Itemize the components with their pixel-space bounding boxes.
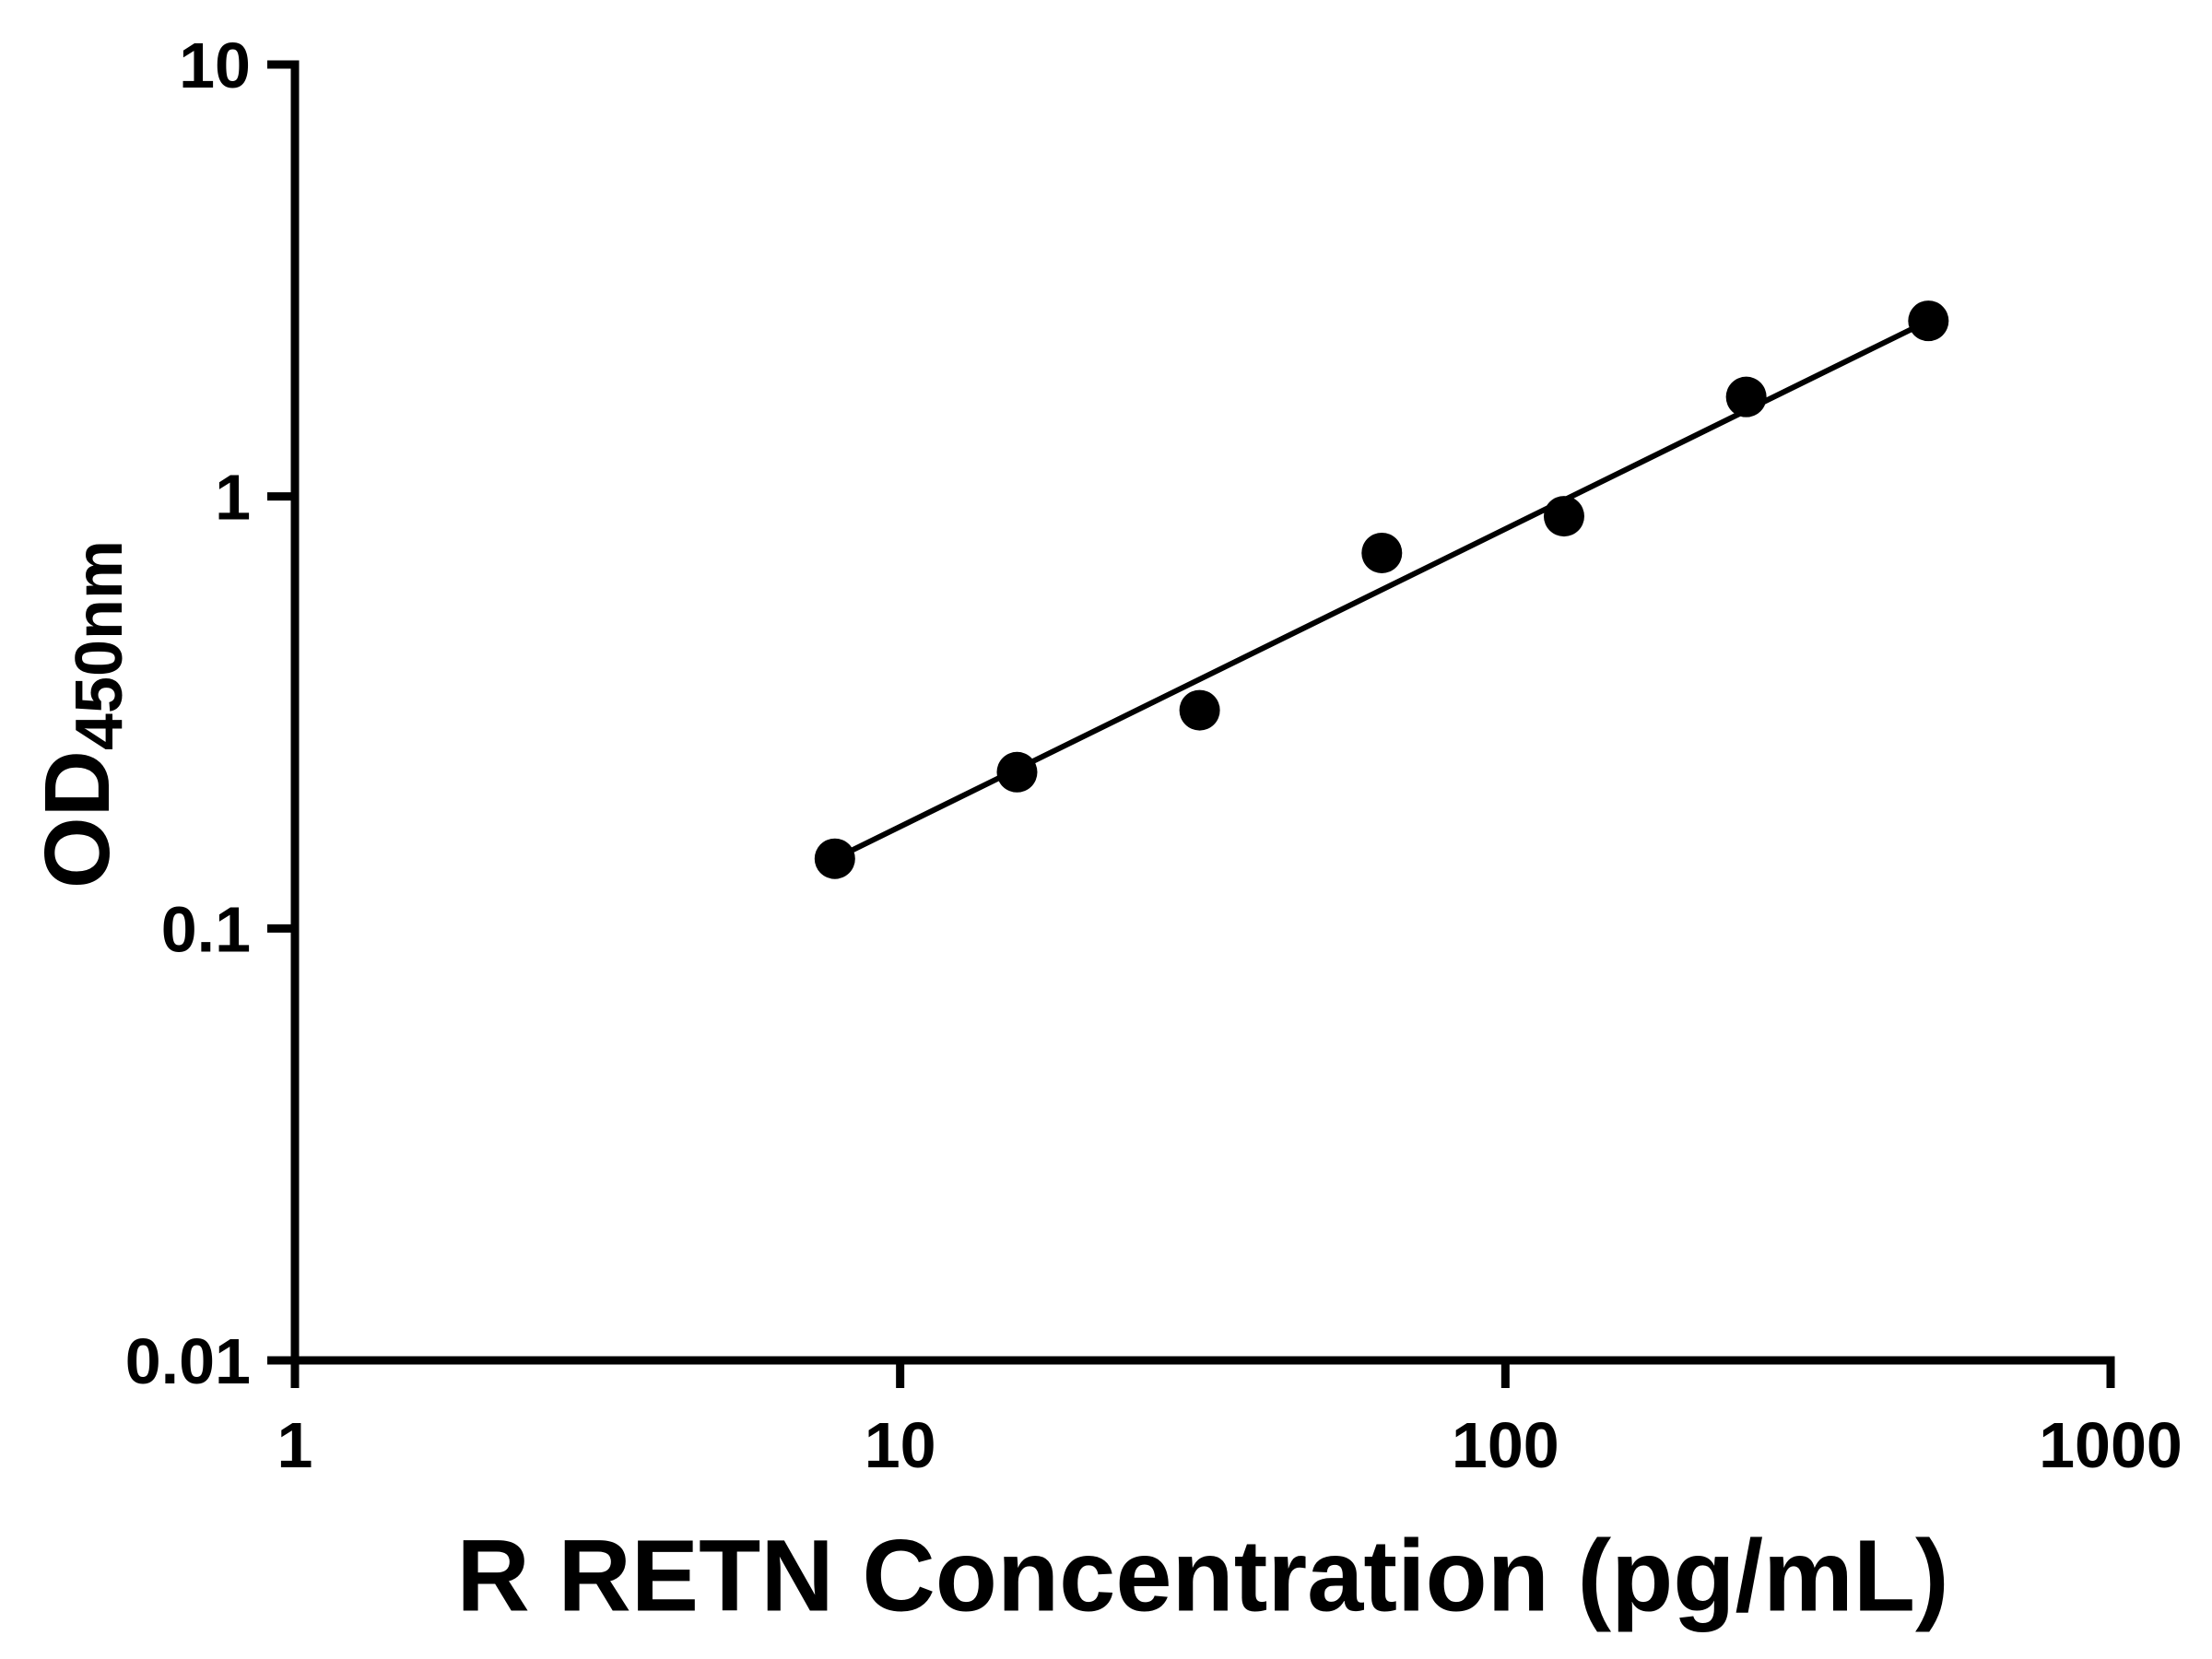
data-point bbox=[1908, 300, 1949, 342]
x-tick-label: 10 bbox=[865, 1409, 936, 1481]
y-axis-title-subscript: 450nm bbox=[63, 539, 136, 751]
data-point bbox=[814, 838, 855, 879]
data-point bbox=[1179, 689, 1220, 731]
x-tick-label: 100 bbox=[1452, 1409, 1559, 1481]
y-axis-title: OD450nm bbox=[25, 540, 137, 888]
data-point bbox=[1361, 532, 1403, 573]
y-tick-label: 0.01 bbox=[125, 1325, 251, 1397]
y-tick-label: 10 bbox=[179, 29, 251, 101]
x-tick-label: 1000 bbox=[2039, 1409, 2183, 1481]
y-axis-title-main: OD bbox=[26, 750, 129, 889]
y-tick-label: 1 bbox=[215, 462, 251, 534]
x-tick-label: 1 bbox=[277, 1409, 313, 1481]
data-point bbox=[996, 751, 1038, 793]
x-axis-title: R RETN Concentration (pg/mL) bbox=[456, 1519, 1949, 1633]
data-point bbox=[1543, 496, 1584, 537]
data-point bbox=[1725, 376, 1767, 418]
y-tick-label: 0.1 bbox=[161, 893, 251, 965]
